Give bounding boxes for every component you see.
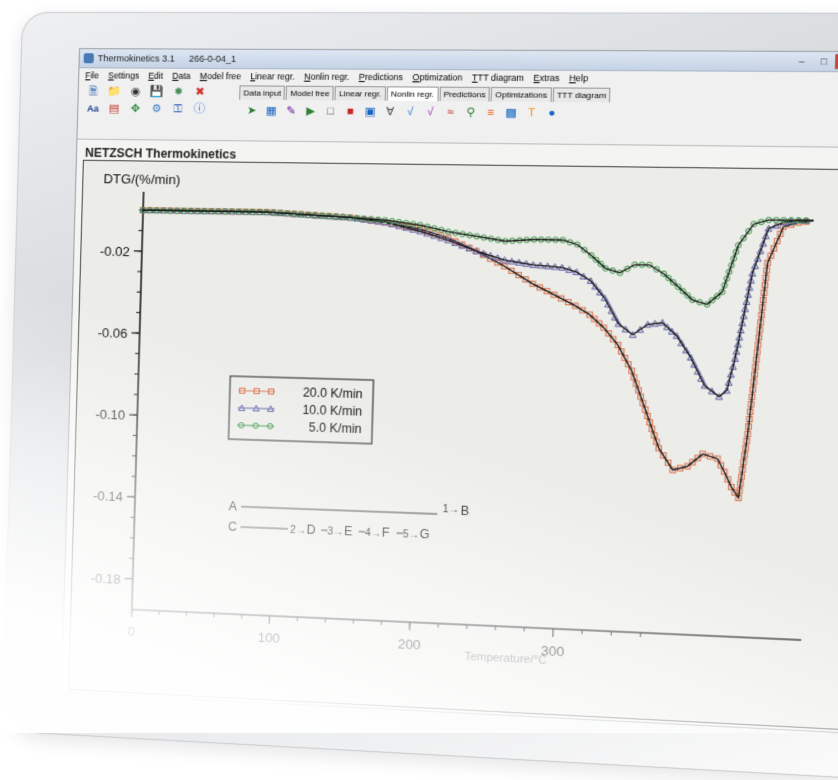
y-axis-label: DTG/(%/min): [103, 171, 180, 187]
scheme-label: E: [344, 524, 353, 539]
fit-line-5k: [141, 210, 814, 307]
delete-icon[interactable]: ✖: [193, 86, 207, 99]
app-icon: [84, 53, 94, 63]
scheme-step: 4→: [365, 528, 382, 540]
menu-item-edit[interactable]: Edit: [148, 71, 163, 81]
binoculars-icon[interactable]: ◉: [129, 86, 143, 99]
tab-nonlin-regr-[interactable]: Nonlin regr.: [386, 86, 438, 101]
tabs-area: Data inputModel freeLinear regr.Nonlin r…: [238, 83, 611, 144]
table-icon[interactable]: ▤: [107, 103, 120, 116]
minimize-icon[interactable]: –: [790, 54, 813, 69]
menu-item-optimization[interactable]: Optimization: [412, 72, 462, 83]
tab-toolbar: ➤ ▦ ✎ ▶ □ ■ ▣ ∀ √ √ ≈ ⚲ ≡ ▩ T ●: [239, 100, 611, 122]
scheme-step: 2→: [290, 525, 306, 537]
chart-frame: DTG/(%/min) -0.02 -0.06 -0.10 -0.14 -0.18 0 100…: [68, 160, 838, 731]
tab-tool-icon[interactable]: ▦: [264, 105, 278, 118]
scheme-step: 5→: [403, 529, 420, 541]
app-title: Thermokinetics 3.1: [98, 53, 175, 63]
menu-item-linear-regr-[interactable]: Linear regr.: [250, 71, 295, 81]
gear-icon[interactable]: ⚙: [150, 103, 164, 116]
move-icon[interactable]: ✥: [129, 103, 143, 116]
tab-tool-icon[interactable]: ✎: [284, 105, 298, 118]
x-tick-label: 100: [257, 630, 280, 646]
tab-tool-icon[interactable]: T: [524, 107, 538, 121]
scheme-step: 3→: [327, 526, 344, 538]
tab-tool-icon[interactable]: ■: [343, 106, 357, 119]
tab-linear-regr-[interactable]: Linear regr.: [335, 86, 386, 101]
tab-ttt-diagram[interactable]: TTT diagram: [552, 87, 610, 102]
legend-label: 10.0 K/min: [302, 403, 362, 419]
menu-item-ttt-diagram[interactable]: TTT diagram: [472, 72, 524, 83]
x-axis-label: Temperature/°C: [464, 651, 547, 667]
tab-tool-icon[interactable]: ∀: [383, 106, 397, 119]
scheme-label: C: [228, 519, 238, 534]
key-icon[interactable]: ⚿: [171, 103, 185, 116]
dtg-chart: DTG/(%/min) -0.02 -0.06 -0.10 -0.14 -0.18 0 100…: [69, 161, 838, 729]
left-toolbar: 🗎 📁 ◉ 💾 ✹ ✖ Aa ▤ ✥ ⚙ ⚿ ⓘ: [77, 82, 239, 140]
new-file-icon[interactable]: 🗎: [87, 85, 100, 98]
tab-tool-icon[interactable]: √: [403, 106, 417, 120]
scheme-label: A: [228, 499, 237, 514]
x-tick-label: 200: [398, 636, 421, 653]
menu-item-file[interactable]: File: [85, 70, 99, 80]
tab-tool-icon[interactable]: ▶: [304, 105, 318, 118]
toolbar-row-1: 🗎 📁 ◉ 💾 ✹ ✖: [87, 85, 240, 99]
y-tick-label: -0.14: [93, 488, 123, 504]
legend-label: 5.0 K/min: [309, 420, 362, 436]
document-name: 266-0-04_1: [189, 54, 236, 64]
toolbar-row-2: Aa ▤ ✥ ⚙ ⚿ ⓘ: [86, 102, 239, 116]
y-tick-label: -0.02: [100, 243, 130, 259]
tab-tool-icon[interactable]: ●: [545, 107, 559, 121]
y-tick-label: -0.18: [91, 570, 121, 586]
menu-item-data[interactable]: Data: [172, 71, 191, 81]
scheme-label: B: [460, 503, 469, 518]
toolbar-area: 🗎 📁 ◉ 💾 ✹ ✖ Aa ▤ ✥ ⚙ ⚿ ⓘ Data inputMod: [77, 82, 838, 148]
menu-item-nonlin-regr-[interactable]: Nonlin regr.: [304, 71, 350, 82]
scheme-step: 1→: [442, 504, 459, 516]
scheme-label: G: [419, 527, 429, 542]
help-icon[interactable]: ⓘ: [193, 103, 207, 116]
monitor-bezel: Thermokinetics 3.1 266-0-04_1 – □ ✕ File…: [2, 12, 838, 780]
save-icon[interactable]: 💾: [150, 86, 164, 99]
legend-label: 20.0 K/min: [303, 385, 363, 401]
tab-data-input[interactable]: Data input: [239, 85, 285, 100]
x-tick-label: 0: [127, 623, 135, 639]
tab-tool-icon[interactable]: ≡: [484, 107, 498, 121]
menu-item-settings[interactable]: Settings: [108, 70, 139, 80]
tab-tool-icon[interactable]: √: [423, 106, 437, 120]
tab-tool-icon[interactable]: ⚲: [463, 106, 477, 120]
scheme-label: F: [382, 525, 390, 540]
menu-item-extras[interactable]: Extras: [533, 73, 559, 84]
window-controls: – □ ✕: [790, 54, 838, 69]
scheme-arrow: [241, 507, 437, 514]
tab-optimizations[interactable]: Optimizations: [491, 87, 552, 102]
tab-tool-icon[interactable]: ≈: [443, 106, 457, 120]
menu-item-predictions[interactable]: Predictions: [359, 72, 403, 83]
tab-model-free[interactable]: Model free: [286, 86, 334, 101]
scheme-label: D: [306, 522, 316, 537]
font-icon[interactable]: Aa: [86, 102, 99, 115]
tab-tool-icon[interactable]: □: [323, 105, 337, 118]
open-folder-icon[interactable]: 📁: [108, 86, 121, 99]
tab-predictions[interactable]: Predictions: [439, 87, 490, 102]
scheme-arrow: [240, 527, 287, 529]
maximize-icon[interactable]: □: [813, 54, 836, 69]
y-axis: [132, 192, 144, 610]
tab-tool-icon[interactable]: ▣: [363, 106, 377, 119]
tab-tool-icon[interactable]: ▩: [504, 107, 518, 121]
menu-item-help[interactable]: Help: [569, 73, 588, 84]
application-window: Thermokinetics 3.1 266-0-04_1 – □ ✕ File…: [61, 48, 838, 734]
y-tick-label: -0.06: [97, 325, 127, 341]
y-tick-label: -0.10: [95, 407, 125, 423]
tab-tool-icon[interactable]: ➤: [245, 105, 259, 118]
settings-icon[interactable]: ✹: [172, 86, 186, 99]
menu-item-model-free[interactable]: Model free: [200, 71, 241, 81]
